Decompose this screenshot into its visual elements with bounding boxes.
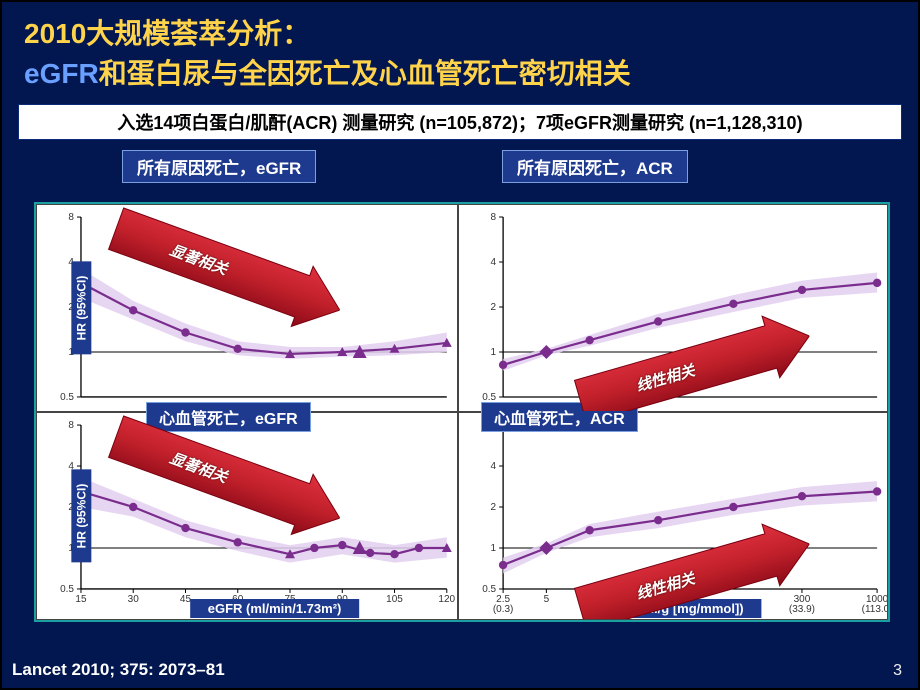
title-rest: 和蛋白尿与全因死亡及心血管死亡密切相关 [99,58,631,89]
panel-tr: 0.51248 线性相关 [458,204,888,412]
page-number: 3 [893,662,902,680]
svg-text:(0.3): (0.3) [493,604,514,615]
panel-tl: HR (95%CI) 0.51248 显著相关 [36,204,458,412]
citation: Lancet 2010; 375: 2073–81 [12,660,225,680]
svg-text:15: 15 [75,594,87,605]
subtitle-bar: 入选14项白蛋白/肌酐(ACR) 测量研究 (n=105,872)；7项eGFR… [18,104,902,140]
svg-text:120: 120 [438,594,455,605]
svg-text:1: 1 [490,347,496,358]
svg-text:8: 8 [68,212,74,223]
svg-text:2: 2 [490,502,496,513]
svg-text:105: 105 [386,594,403,605]
label-top-right: 所有原因死亡，ACR [502,150,688,183]
svg-text:30: 30 [128,594,140,605]
svg-text:0.5: 0.5 [60,584,74,595]
svg-text:4: 4 [490,257,496,268]
slide: 2010大规模荟萃分析： eGFR和蛋白尿与全因死亡及心血管死亡密切相关 入选1… [0,0,920,690]
svg-text:(113.0): (113.0) [861,604,887,615]
label-top-left: 所有原因死亡，eGFR [122,150,316,183]
svg-text:4: 4 [490,461,496,472]
xaxis-label-left: eGFR (ml/min/1.73m²) [190,599,360,618]
svg-text:8: 8 [490,212,496,223]
top-labels-row: 所有原因死亡，eGFR 所有原因死亡，ACR [2,144,918,180]
slide-title: 2010大规模荟萃分析： eGFR和蛋白尿与全因死亡及心血管死亡密切相关 [2,2,918,96]
chart-grid: HR (95%CI) 0.51248 显著相关 0.51248 线性相关 HR … [34,202,890,622]
title-line-1: 2010大规模荟萃分析： [24,12,908,52]
svg-text:1: 1 [490,543,496,554]
svg-text:(33.9): (33.9) [789,604,815,615]
title-egfr: eGFR [24,58,99,89]
svg-text:2: 2 [490,302,496,313]
svg-text:8: 8 [68,420,74,431]
svg-text:0.5: 0.5 [60,392,74,403]
svg-text:5: 5 [543,594,549,605]
yaxis-title-bl: HR (95%CI) [71,470,91,563]
yaxis-title-tl: HR (95%CI) [71,262,91,355]
svg-text:0.5: 0.5 [482,584,496,595]
panel-br: 0.512482.5(0.3)51030300(33.9)1000(113.0)… [458,412,888,620]
title-line-2: eGFR和蛋白尿与全因死亡及心血管死亡密切相关 [24,52,908,92]
panel-bl: HR (95%CI) 0.51248153045607590105120 显著相… [36,412,458,620]
